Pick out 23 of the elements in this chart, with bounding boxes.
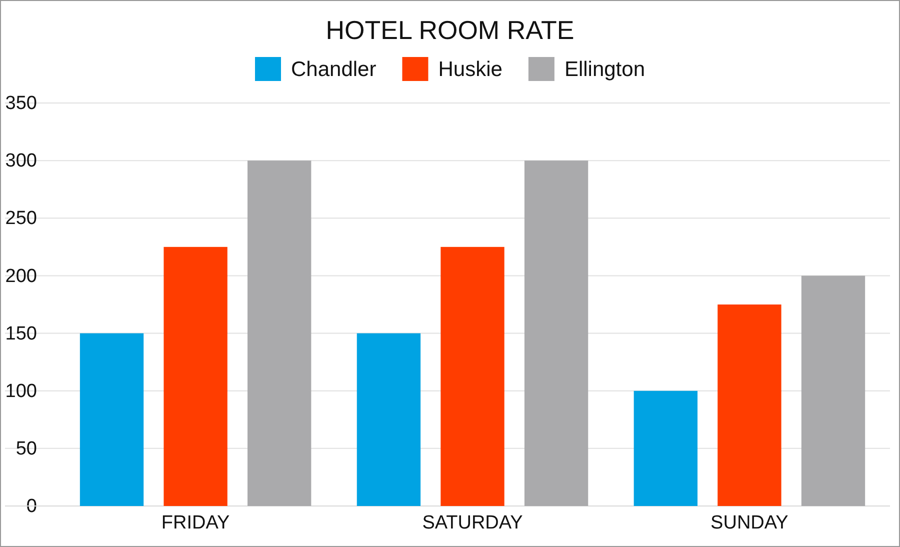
- x-tick-label: SUNDAY: [710, 512, 789, 534]
- y-tick-label: 250: [5, 208, 37, 230]
- bar: [164, 246, 228, 506]
- bar: [440, 246, 504, 506]
- y-tick-label: 50: [16, 438, 37, 460]
- y-tick-label: 150: [5, 323, 37, 344]
- legend-label: Huskie: [438, 58, 502, 81]
- bar: [248, 160, 312, 506]
- bar: [718, 304, 782, 506]
- y-tick-label: 100: [5, 380, 37, 402]
- legend-label: Chandler: [291, 58, 376, 81]
- bar: [801, 276, 866, 506]
- y-tick-label: 350: [5, 93, 37, 114]
- x-tick-label: FRIDAY: [161, 512, 230, 534]
- x-tick-label: SATURDAY: [422, 512, 524, 534]
- bar: [356, 333, 421, 506]
- bar: [80, 333, 144, 506]
- y-tick-label: 200: [5, 266, 37, 287]
- bar: [524, 160, 588, 506]
- y-tick-label: 300: [5, 150, 37, 172]
- bar: [634, 390, 698, 506]
- legend-label: Ellington: [564, 58, 645, 81]
- chart-title: HOTEL ROOM RATE: [326, 15, 574, 45]
